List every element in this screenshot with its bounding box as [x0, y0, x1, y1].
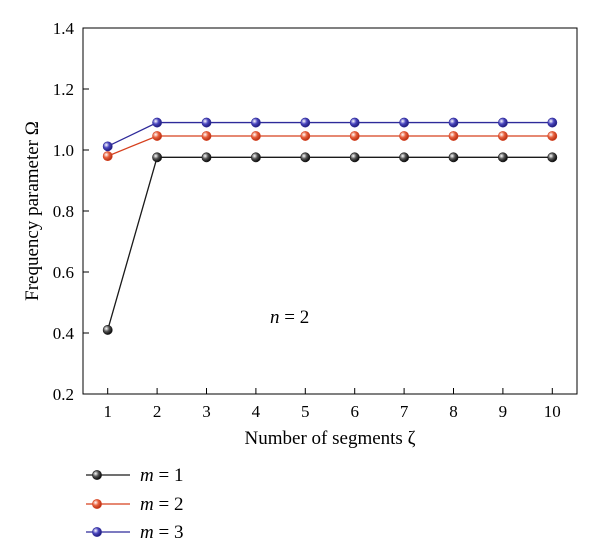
data-point [102, 151, 113, 161]
x-tick-label: 5 [301, 402, 310, 421]
data-point [201, 131, 212, 141]
legend: m = 1 m = 2 m = 3 [86, 465, 183, 543]
x-tick-label: 3 [202, 402, 211, 421]
y-axis: 0.2 0.4 0.6 0.8 1.0 1.2 1.4 [53, 19, 89, 404]
y-tick-label: 1.2 [53, 80, 74, 99]
data-point [250, 131, 261, 141]
legend-item-m2: m = 2 [86, 494, 183, 515]
series-line [107, 135, 553, 157]
data-point [497, 152, 508, 163]
data-point [300, 152, 311, 163]
series-m1 [102, 152, 558, 335]
data-point [448, 117, 459, 128]
legend-label: m = 1 [140, 465, 183, 486]
x-tick-label: 2 [153, 402, 162, 421]
data-point [448, 152, 459, 163]
series-m2 [102, 131, 558, 161]
x-tick-label: 7 [400, 402, 409, 421]
data-point [152, 152, 162, 163]
data-point [152, 131, 162, 141]
legend-marker [92, 527, 102, 537]
annotation-label: n = 2 [270, 307, 309, 328]
data-point [250, 117, 261, 128]
data-point [201, 152, 212, 163]
series-layer [102, 117, 558, 335]
plot-frame [82, 27, 578, 395]
y-tick-label: 1.4 [53, 19, 75, 38]
data-point [102, 325, 113, 335]
data-point [497, 117, 508, 128]
data-point [399, 152, 409, 163]
data-point [547, 131, 558, 141]
y-tick-label: 1.0 [53, 141, 74, 160]
x-tick-label: 9 [499, 402, 508, 421]
data-point [497, 131, 508, 141]
data-point [547, 117, 558, 128]
y-axis-title: Frequency parameter Ω [22, 121, 43, 301]
data-point [152, 117, 162, 128]
data-point [300, 117, 311, 128]
y-tick-label: 0.8 [53, 202, 74, 221]
data-point [399, 117, 409, 128]
legend-marker [92, 499, 102, 509]
legend-item-m1: m = 1 [86, 465, 183, 486]
legend-marker [92, 470, 102, 480]
data-point [399, 131, 409, 141]
y-tick-label: 0.2 [53, 385, 74, 404]
legend-label: m = 3 [140, 522, 183, 543]
data-point [201, 117, 212, 128]
legend-label: m = 2 [140, 494, 183, 515]
x-tick-label: 10 [544, 402, 561, 421]
data-point [547, 152, 558, 163]
data-point [349, 152, 360, 163]
x-tick-label: 1 [103, 402, 112, 421]
data-point [300, 131, 311, 141]
series-line [107, 156, 553, 331]
data-point [349, 117, 360, 128]
data-point [349, 131, 360, 141]
y-tick-label: 0.6 [53, 263, 74, 282]
x-axis: 1 2 3 4 5 6 7 8 9 10 [103, 388, 561, 421]
legend-item-m3: m = 3 [86, 522, 183, 543]
x-axis-title: Number of segments ζ [245, 428, 416, 449]
x-tick-label: 6 [350, 402, 359, 421]
y-tick-label: 0.4 [53, 324, 75, 343]
series-m3 [102, 117, 558, 152]
data-point [448, 131, 459, 141]
series-line [107, 121, 553, 147]
data-point [250, 152, 261, 163]
x-tick-label: 4 [252, 402, 261, 421]
x-tick-label: 8 [449, 402, 458, 421]
data-point [102, 141, 113, 152]
